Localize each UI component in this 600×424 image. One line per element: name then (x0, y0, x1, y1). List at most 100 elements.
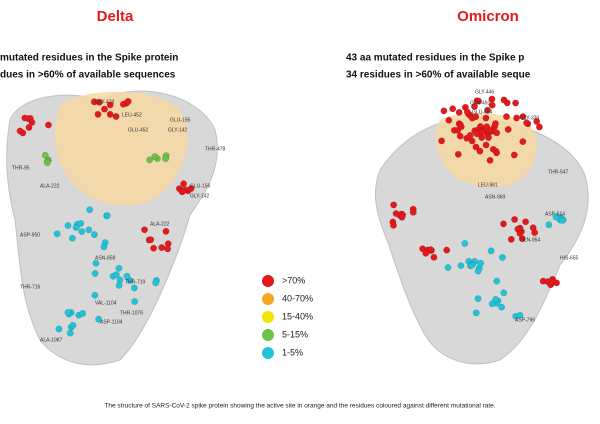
residue-label: GLN-493 (470, 100, 491, 106)
residue (523, 119, 530, 127)
panel-subtitle: 34 residues in >60% of available seque (346, 70, 531, 81)
residue (79, 310, 87, 317)
residue-label: LEU-981 (478, 182, 498, 188)
residue (522, 218, 530, 226)
residue (449, 105, 457, 113)
residue-label: ASN-969 (485, 194, 506, 200)
residue (90, 98, 98, 106)
residue (85, 226, 93, 234)
residue (552, 213, 560, 221)
residue (516, 311, 524, 319)
residue (471, 103, 478, 110)
residue (164, 245, 172, 253)
panel-title: Delta (97, 8, 134, 25)
residue (146, 156, 154, 164)
residue (124, 98, 132, 105)
legend-label: 5-15% (282, 329, 308, 339)
residue (472, 309, 480, 317)
residue (21, 114, 29, 122)
residue (498, 303, 506, 311)
residue (141, 226, 148, 234)
residue-label: ALA-1087 (40, 337, 62, 343)
residue (482, 141, 490, 149)
residue (158, 244, 166, 251)
panel-title: Omicron (457, 8, 519, 25)
residue (488, 101, 496, 109)
residue (492, 120, 499, 128)
residue (457, 123, 465, 131)
residue (390, 221, 397, 229)
residue (472, 143, 480, 151)
residue (486, 156, 494, 164)
residue-label: THR-95 (12, 165, 30, 171)
residue (456, 132, 464, 140)
residue (474, 295, 482, 303)
residue (500, 96, 508, 104)
residue (178, 188, 186, 196)
panel-subtitle: 43 aa mutated residues in the Spike p (346, 53, 524, 64)
residue (493, 277, 501, 285)
residue (90, 231, 98, 238)
residue (510, 151, 518, 159)
residue (493, 129, 501, 137)
residue (53, 230, 61, 238)
residue-label: THR-547 (548, 169, 569, 175)
panel-subtitle: mutated residues in the Spike protein (0, 53, 178, 64)
residue (519, 113, 527, 121)
residue (454, 150, 462, 158)
legend-label: 40-70% (282, 293, 313, 303)
residue (549, 278, 557, 285)
residue (55, 325, 63, 333)
residue-label: GLU-484 (472, 109, 493, 115)
residue (151, 153, 159, 160)
residue (78, 228, 86, 235)
residue-label: GLN-954 (520, 237, 541, 243)
residue-label: GLY-142 (190, 193, 209, 199)
residue (112, 271, 120, 279)
residue (511, 216, 519, 223)
residue (500, 289, 508, 297)
residue-label: ASP-614 (545, 211, 565, 217)
residue (91, 291, 99, 299)
legend-swatch (262, 293, 274, 305)
residue-label: ALA-222 (40, 183, 60, 189)
residue-label: GLY-339 (520, 115, 539, 121)
residue (468, 261, 476, 269)
residue (427, 246, 435, 254)
residue (430, 253, 438, 261)
residue (106, 101, 114, 109)
residue (440, 107, 448, 115)
residue (43, 159, 51, 167)
residue-label: LEU-452 (122, 112, 142, 118)
residue (69, 234, 76, 242)
residue (123, 272, 131, 280)
residue (131, 298, 139, 305)
legend-swatch (262, 329, 274, 341)
residue (398, 213, 406, 221)
residue-label: HIS-655 (560, 255, 579, 261)
residue (507, 235, 515, 243)
residue (115, 281, 123, 289)
residue (531, 229, 539, 236)
residue-label: THR-716 (20, 284, 41, 290)
residue (69, 321, 77, 329)
residue (519, 138, 527, 146)
residue (492, 296, 500, 303)
residue (513, 114, 521, 122)
residue (536, 123, 543, 131)
residue (103, 212, 111, 220)
residue (100, 243, 108, 251)
residue (477, 259, 485, 267)
residue (147, 236, 155, 244)
residue (457, 262, 465, 270)
residue (72, 224, 80, 231)
legend-label: 1-5% (282, 347, 303, 357)
omicron-structure (375, 113, 589, 365)
residue (499, 254, 506, 261)
residue-label: ALA-222 (150, 221, 170, 227)
residue (106, 110, 114, 118)
residue-label: THR-478 (205, 146, 226, 152)
legend-swatch (262, 347, 274, 359)
residue (444, 264, 452, 271)
residue (150, 244, 158, 252)
